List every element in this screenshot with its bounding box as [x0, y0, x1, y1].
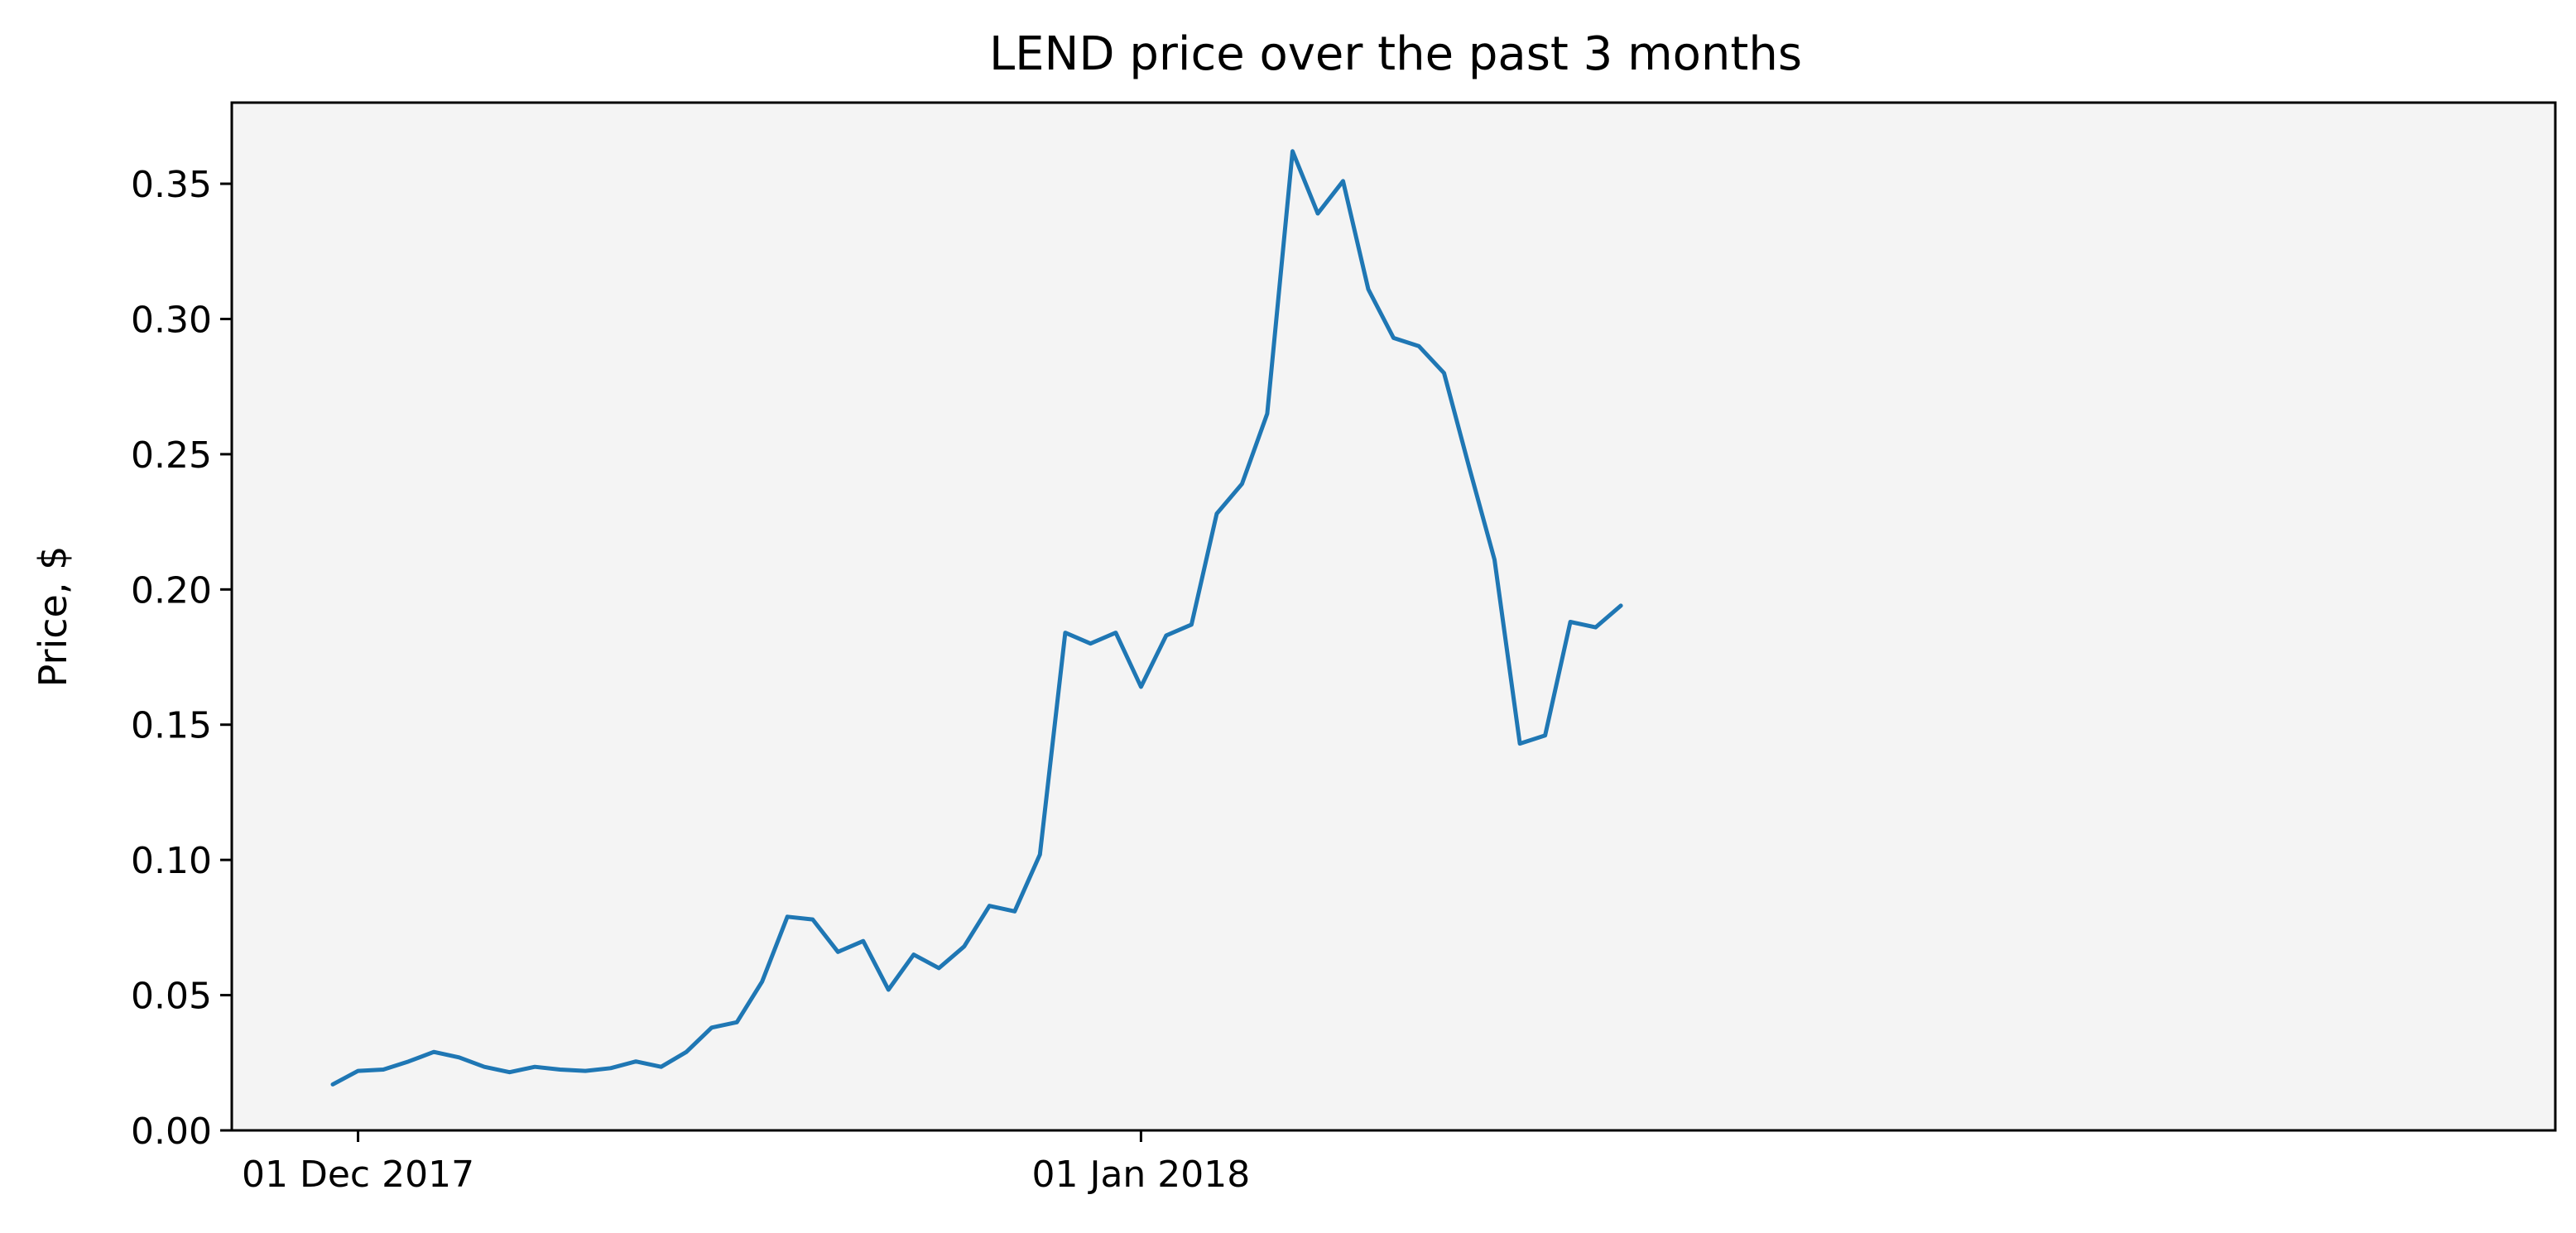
price-series-line — [330, 149, 1623, 1087]
y-tick-label: 0.10 — [131, 840, 212, 882]
y-tick-label: 0.20 — [131, 569, 212, 612]
x-tick-label: 01 Jan 2018 — [1032, 1154, 1251, 1196]
y-tick-label: 0.30 — [131, 299, 212, 341]
y-tick-label: 0.05 — [131, 976, 212, 1018]
y-axis: 0.00 0.05 0.10 0.15 0.20 0.25 0.30 0.35 — [131, 164, 232, 1153]
y-tick-label: 0.15 — [131, 705, 212, 747]
chart-title: LEND price over the past 3 months — [989, 27, 1802, 81]
y-tick-label: 0.35 — [131, 164, 212, 206]
x-tick-label: 01 Dec 2017 — [242, 1154, 474, 1196]
y-tick-label: 0.00 — [131, 1111, 212, 1153]
y-axis-label: Price, $ — [31, 546, 75, 688]
y-tick-label: 0.25 — [131, 434, 212, 477]
x-axis: 01 Dec 2017 01 Jan 2018 — [242, 1130, 1250, 1196]
plot-area — [230, 101, 2557, 1132]
